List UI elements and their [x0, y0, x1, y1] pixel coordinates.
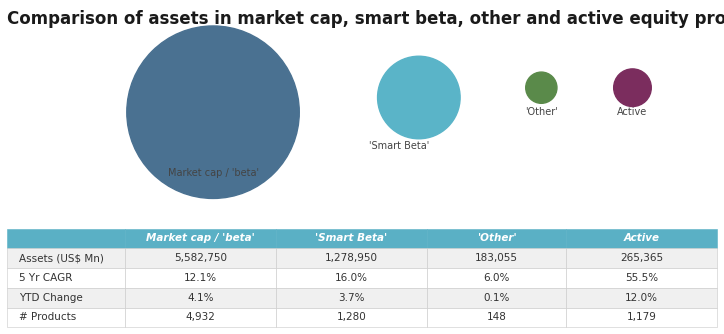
- Text: Market cap / 'beta': Market cap / 'beta': [167, 168, 258, 178]
- Circle shape: [127, 26, 299, 198]
- Circle shape: [526, 72, 557, 103]
- Text: 'Other': 'Other': [525, 107, 557, 117]
- Text: Comparison of assets in market cap, smart beta, other and active equity products: Comparison of assets in market cap, smar…: [7, 10, 724, 28]
- Text: Active: Active: [618, 107, 647, 117]
- Circle shape: [377, 56, 460, 139]
- Text: 'Smart Beta': 'Smart Beta': [369, 141, 429, 151]
- Circle shape: [614, 69, 652, 107]
